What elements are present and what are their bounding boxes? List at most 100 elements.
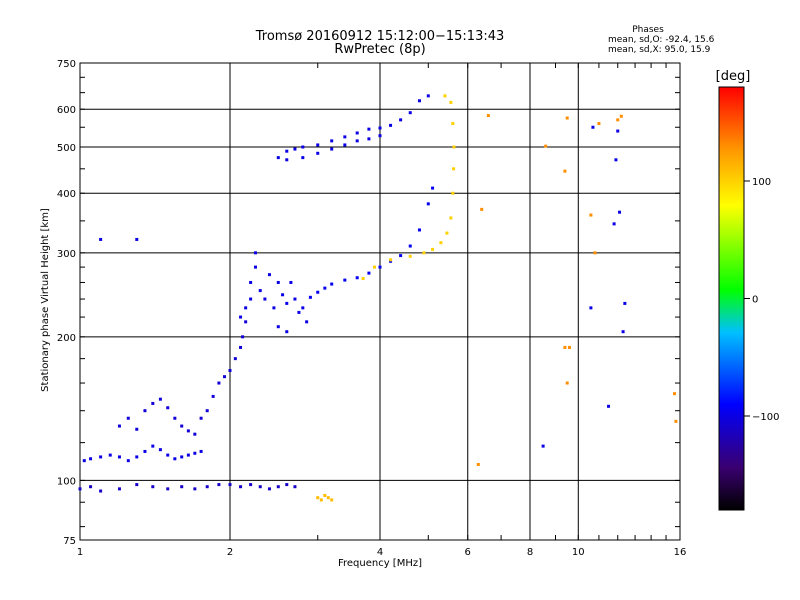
y-tick-label: 100 (57, 476, 76, 487)
data-point (267, 487, 271, 491)
data-point (389, 258, 393, 262)
data-point (316, 151, 320, 155)
data-point (591, 125, 595, 129)
data-point (285, 149, 289, 153)
data-point (417, 228, 421, 232)
data-point (272, 306, 276, 310)
data-point (308, 295, 312, 299)
data-point (612, 222, 616, 226)
data-point (293, 147, 297, 151)
data-point (285, 330, 289, 334)
data-point (199, 449, 203, 453)
data-point (355, 139, 359, 143)
data-point (135, 483, 139, 487)
data-point (378, 126, 382, 130)
data-point (301, 145, 305, 149)
y-axis-label: Stationary phase Virtual Height [km] (40, 208, 51, 392)
data-point (99, 455, 103, 459)
data-point (476, 462, 480, 466)
colorbar-tick-label: 0 (752, 295, 758, 306)
x-tick-label: 16 (674, 547, 687, 558)
data-point (126, 459, 130, 463)
y-tick-label: 400 (57, 189, 76, 200)
data-point (316, 143, 320, 147)
data-point (426, 94, 430, 98)
phase-info-line-o: mean, sd,O: -92.4, 15.6 (608, 35, 715, 45)
data-point (217, 483, 221, 487)
data-point (449, 216, 453, 220)
data-point (267, 273, 271, 277)
data-point (301, 156, 305, 160)
data-point (616, 129, 620, 133)
colorbar-ticks: 100 0 −100 (744, 177, 779, 423)
data-point (355, 276, 359, 280)
data-point (244, 306, 248, 310)
data-point (289, 280, 293, 284)
data-point (276, 156, 280, 160)
data-point (330, 139, 334, 143)
x-axis-ticks: 1 2 4 6 8 10 16 (77, 63, 687, 558)
data-point (285, 301, 289, 305)
y-tick-label: 200 (57, 333, 76, 344)
data-point (249, 483, 253, 487)
data-point (297, 310, 301, 314)
data-point (544, 144, 548, 148)
data-point (135, 455, 139, 459)
data-point (82, 459, 86, 463)
data-point (445, 231, 449, 235)
data-point (193, 432, 197, 436)
data-point (367, 127, 371, 131)
data-point (293, 485, 297, 489)
data-point (151, 444, 155, 448)
data-point (565, 116, 569, 120)
data-point (166, 487, 170, 491)
data-point (258, 485, 262, 489)
data-point (117, 424, 121, 428)
data-point (263, 297, 267, 301)
y-tick-label: 600 (57, 105, 76, 116)
y-tick-label: 300 (57, 249, 76, 260)
chart-subtitle: RwPretec (8p) (334, 42, 425, 57)
data-point (253, 251, 257, 255)
data-point (330, 282, 334, 286)
data-point (186, 429, 190, 433)
data-point (343, 278, 347, 282)
x-tick-label: 2 (227, 547, 233, 558)
data-point (89, 485, 93, 489)
data-point (249, 297, 253, 301)
data-point (399, 254, 403, 258)
data-point (78, 487, 82, 491)
data-point (619, 114, 623, 118)
data-point (567, 345, 571, 349)
colorbar-label: [deg] (716, 69, 751, 84)
data-point (343, 135, 347, 139)
data-point (452, 167, 456, 171)
data-point (158, 397, 162, 401)
data-point (228, 368, 232, 372)
phase-info-heading: Phases (632, 25, 664, 35)
data-point (228, 483, 232, 487)
data-point (674, 419, 678, 423)
data-point (166, 406, 170, 410)
data-point (173, 457, 177, 461)
data-point (408, 244, 412, 248)
data-point (417, 99, 421, 103)
x-tick-label: 6 (465, 547, 471, 558)
data-point (143, 449, 147, 453)
data-point (607, 404, 611, 408)
data-point (158, 448, 162, 452)
data-point (99, 237, 103, 241)
x-tick-label: 4 (377, 547, 383, 558)
data-point (239, 315, 243, 319)
data-point (180, 485, 184, 489)
data-point (117, 487, 121, 491)
data-point (186, 453, 190, 457)
data-point (233, 357, 237, 361)
data-point (408, 254, 412, 258)
data-point (621, 330, 625, 334)
data-point (439, 241, 443, 245)
data-point (301, 306, 305, 310)
data-point (367, 271, 371, 275)
data-point (389, 123, 393, 127)
